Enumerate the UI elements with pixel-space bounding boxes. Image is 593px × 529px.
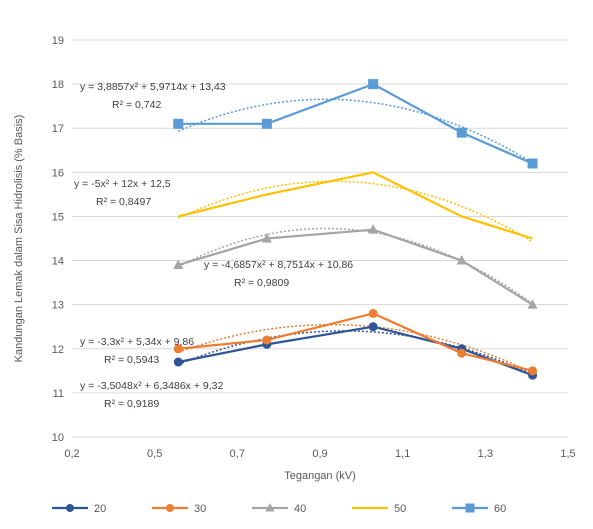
trendline-equation-50: y = -5x² + 12x + 12,5 <box>74 178 171 190</box>
data-point-60 <box>368 79 379 90</box>
x-tick-label: 0,9 <box>312 448 327 460</box>
legend-item-50: 50 <box>352 503 406 515</box>
trendline-r2-30: R² = 0,5943 <box>104 354 159 366</box>
x-tick-label: 1,3 <box>478 448 493 460</box>
y-tick-label: 17 <box>52 123 64 135</box>
trendline-equation-60: y = 3,8857x² + 5,9714x + 13,43 <box>80 81 226 93</box>
legend-marker <box>465 503 475 513</box>
x-tick-label: 0,5 <box>147 448 162 460</box>
data-point-40 <box>261 233 272 243</box>
legend-item-30: 30 <box>152 503 206 515</box>
series-line-60 <box>178 83 534 165</box>
trendline-60 <box>177 98 533 164</box>
x-tick-label: 0,7 <box>230 448 245 460</box>
trendline-50 <box>177 180 533 243</box>
data-point-30 <box>528 366 538 376</box>
trendline-equation-20: y = -3,5048x² + 6,3486x + 9,32 <box>80 380 223 392</box>
legend-item-20: 20 <box>52 503 106 515</box>
x-axis-title: Tegangan (kV) <box>284 470 356 482</box>
trendline-r2-60: R² = 0,742 <box>112 99 161 111</box>
data-point-60 <box>261 118 272 129</box>
y-tick-label: 10 <box>52 432 64 444</box>
y-axis-title: Kandungan Lemak dalam Sisa Hidrolisis (%… <box>13 115 25 363</box>
trendline-equation-30: y = -3,3x² + 5,34x + 9,86 <box>80 336 194 348</box>
data-point-40 <box>173 259 184 269</box>
y-tick-label: 13 <box>52 300 64 312</box>
legend: 20 30 40 50 60 <box>52 503 506 515</box>
legend-marker <box>66 504 74 512</box>
legend-label: 50 <box>394 503 406 515</box>
y-tick-label: 15 <box>52 211 64 223</box>
y-tick-label: 14 <box>52 256 64 268</box>
data-point-40 <box>368 224 379 234</box>
trendline-r2-50: R² = 0,8497 <box>96 196 151 208</box>
data-point-20 <box>173 357 183 367</box>
trendline-30 <box>178 323 533 374</box>
series-line-20 <box>178 325 533 377</box>
gridlines <box>72 39 568 438</box>
y-axis-ticks: 10 11 12 13 14 15 16 17 18 19 <box>52 35 64 444</box>
y-tick-label: 12 <box>52 344 64 356</box>
y-tick-label: 19 <box>52 35 64 47</box>
x-tick-label: 0,2 <box>64 448 79 460</box>
legend-label: 20 <box>94 503 106 515</box>
data-point-60 <box>527 158 538 169</box>
trendline-20 <box>178 330 533 376</box>
legend-label: 40 <box>294 503 306 515</box>
series-line-50 <box>178 171 533 240</box>
legend-item-40: 40 <box>252 503 306 515</box>
x-tick-label: 1,5 <box>560 448 575 460</box>
y-tick-label: 18 <box>52 79 64 91</box>
data-point-20 <box>368 322 378 332</box>
data-point-40 <box>456 255 467 265</box>
y-tick-label: 16 <box>52 167 64 179</box>
legend-label: 30 <box>194 503 206 515</box>
series-line-30 <box>178 312 533 372</box>
data-point-30 <box>262 335 272 345</box>
trendline-r2-40: R² = 0,9809 <box>234 277 289 289</box>
y-tick-label: 11 <box>53 388 64 400</box>
x-axis-ticks: 0,2 0,5 0,7 0,9 1,1 1,3 1,5 <box>64 448 575 460</box>
legend-label: 60 <box>494 503 506 515</box>
trendline-equation-40: y = -4,6857x² + 8,7514x + 10,86 <box>204 259 353 271</box>
data-point-30 <box>368 308 378 318</box>
legend-marker <box>265 503 275 512</box>
series-markers <box>173 79 538 380</box>
data-point-60 <box>456 127 467 138</box>
legend-item-60: 60 <box>452 503 506 515</box>
x-tick-label: 1,1 <box>395 448 410 460</box>
data-point-30 <box>457 348 467 358</box>
legend-marker <box>166 504 174 512</box>
trendline-equations: y = 3,8857x² + 5,9714x + 13,43 R² = 0,742… <box>74 81 353 410</box>
data-point-40 <box>527 299 538 309</box>
data-point-30 <box>173 344 183 354</box>
data-point-60 <box>173 118 184 129</box>
trendline-r2-20: R² = 0,9189 <box>104 398 159 410</box>
